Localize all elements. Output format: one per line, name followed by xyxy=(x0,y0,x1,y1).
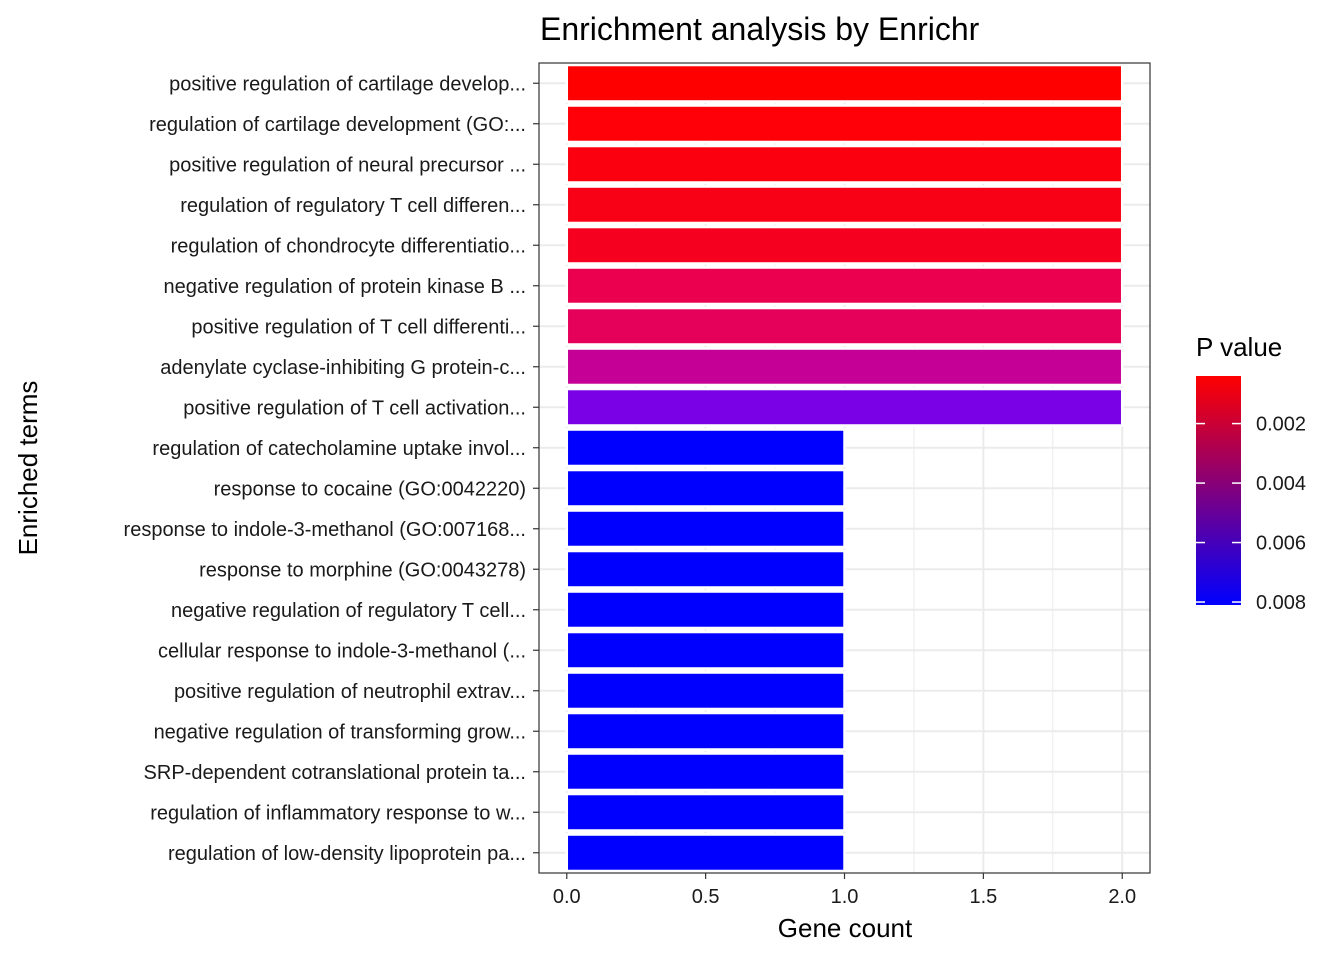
x-tick-label: 2.0 xyxy=(1108,886,1136,908)
bar xyxy=(565,63,1124,103)
legend-tick-label: 0.004 xyxy=(1256,473,1306,495)
bar xyxy=(565,671,846,711)
y-tick-label: negative regulation of protein kinase B … xyxy=(164,276,526,298)
y-tick-label: negative regulation of transforming grow… xyxy=(154,721,526,743)
bar xyxy=(565,630,846,670)
x-axis-title: Gene count xyxy=(778,913,913,943)
legend-tick-label: 0.002 xyxy=(1256,414,1306,436)
y-tick-label: regulation of chondrocyte differentiatio… xyxy=(171,235,526,257)
bar xyxy=(565,752,846,792)
chart-title: Enrichment analysis by Enrichr xyxy=(540,11,980,47)
legend-tick-label: 0.006 xyxy=(1256,533,1306,555)
y-tick-label: regulation of cartilage development (GO:… xyxy=(149,114,526,136)
bar xyxy=(565,266,1124,306)
y-tick-label: negative regulation of regulatory T cell… xyxy=(171,600,526,622)
y-tick-label: adenylate cyclase-inhibiting G protein-c… xyxy=(160,357,526,379)
y-tick-label: positive regulation of neural precursor … xyxy=(169,154,526,176)
x-tick-label: 0.0 xyxy=(553,886,581,908)
bar xyxy=(565,104,1124,144)
bar xyxy=(565,144,1124,184)
x-tick-label: 0.5 xyxy=(692,886,720,908)
legend-title: P value xyxy=(1196,332,1282,362)
y-tick-label: response to cocaine (GO:0042220) xyxy=(214,478,526,500)
y-tick-label: positive regulation of neutrophil extrav… xyxy=(174,681,526,703)
bar xyxy=(565,833,846,873)
bar xyxy=(565,225,1124,265)
y-tick-label: regulation of low-density lipoprotein pa… xyxy=(168,843,526,865)
bars xyxy=(565,63,1124,873)
y-axis-ticks: positive regulation of cartilage develop… xyxy=(124,73,539,865)
bar xyxy=(565,590,846,630)
y-tick-label: regulation of catecholamine uptake invol… xyxy=(152,438,526,460)
bar xyxy=(565,347,1124,387)
bar xyxy=(565,549,846,589)
bar xyxy=(565,711,846,751)
y-tick-label: response to indole-3-methanol (GO:007168… xyxy=(124,519,526,541)
y-tick-label: positive regulation of cartilage develop… xyxy=(169,73,526,95)
legend-ticks: 0.002 0.004 0.006 0.008 xyxy=(1196,414,1306,614)
y-tick-label: response to morphine (GO:0043278) xyxy=(199,559,526,581)
y-tick-label: positive regulation of T cell differenti… xyxy=(191,316,526,338)
y-tick-label: cellular response to indole-3-methanol (… xyxy=(158,640,526,662)
y-tick-label: regulation of inflammatory response to w… xyxy=(150,802,526,824)
legend-colorbar xyxy=(1196,376,1241,605)
legend: P value 0.002 0.004 0.006 0.008 xyxy=(1196,332,1306,614)
y-axis-title: Enriched terms xyxy=(13,381,43,556)
bar xyxy=(565,468,846,508)
y-tick-label: SRP-dependent cotranslational protein ta… xyxy=(144,762,526,784)
bar xyxy=(565,185,1124,225)
x-tick-label: 1.0 xyxy=(831,886,859,908)
bar xyxy=(565,428,846,468)
x-tick-label: 1.5 xyxy=(969,886,997,908)
bar xyxy=(565,792,846,832)
legend-tick-label: 0.008 xyxy=(1256,592,1306,614)
bar xyxy=(565,306,1124,346)
y-tick-label: positive regulation of T cell activation… xyxy=(183,397,526,419)
x-axis-ticks: 0.0 0.5 1.0 1.5 2.0 xyxy=(553,873,1136,908)
y-tick-label: regulation of regulatory T cell differen… xyxy=(180,195,526,217)
bar xyxy=(565,509,846,549)
bar xyxy=(565,387,1124,427)
